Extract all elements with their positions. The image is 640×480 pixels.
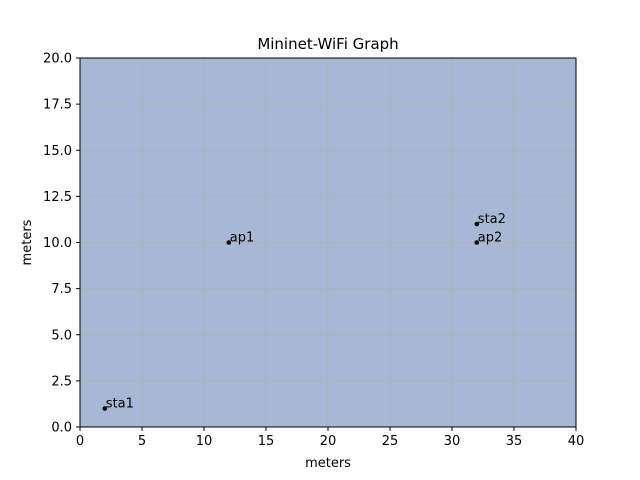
data-points: sta1 ap1 sta2 ap2 <box>102 212 506 412</box>
data-point-label-sta2: sta2 <box>478 212 506 227</box>
x-tick-label: 20 <box>320 434 337 449</box>
x-tick-label: 40 <box>568 434 585 449</box>
x-tick-label: 10 <box>196 434 213 449</box>
x-tick-label: 35 <box>506 434 523 449</box>
x-axis-ticks: 0 5 10 15 20 25 30 35 40 <box>76 427 584 449</box>
x-tick-label: 25 <box>382 434 399 449</box>
data-point-label-ap1: ap1 <box>230 231 255 246</box>
y-tick-label: 10.0 <box>43 236 72 251</box>
x-tick-label: 15 <box>258 434 275 449</box>
y-tick-label: 7.5 <box>51 282 72 297</box>
data-point-ap1 <box>226 240 232 245</box>
x-axis-label: meters <box>305 456 351 471</box>
y-tick-label: 5.0 <box>51 328 72 343</box>
x-tick-label: 0 <box>76 434 84 449</box>
data-point-sta2 <box>474 221 480 227</box>
data-point-label-sta1: sta1 <box>106 397 134 412</box>
y-axis-ticks: 0.0 2.5 5.0 7.5 10.0 12.5 15.0 17.5 20.0 <box>43 52 80 436</box>
y-tick-label: 15.0 <box>43 144 72 159</box>
x-tick-label: 5 <box>138 434 146 449</box>
chart-title: Mininet-WiFi Graph <box>257 35 398 53</box>
y-tick-label: 2.5 <box>51 374 72 389</box>
data-point-label-ap2: ap2 <box>478 231 503 246</box>
x-tick-label: 30 <box>444 434 461 449</box>
y-tick-label: 20.0 <box>43 52 72 67</box>
y-axis-label: meters <box>20 219 35 265</box>
y-tick-label: 17.5 <box>43 98 72 113</box>
data-point-ap2 <box>474 240 480 245</box>
data-point-sta1 <box>102 406 108 411</box>
y-tick-label: 0.0 <box>51 421 72 436</box>
y-tick-label: 12.5 <box>43 190 72 205</box>
